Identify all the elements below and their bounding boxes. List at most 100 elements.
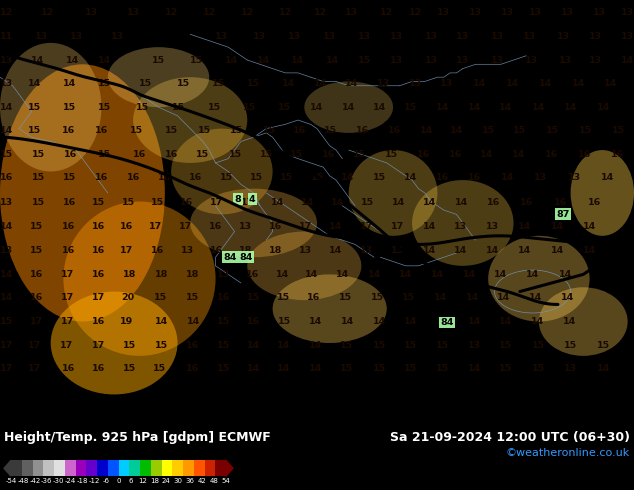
Text: 13: 13	[390, 32, 403, 41]
Text: 16: 16	[269, 222, 282, 231]
Text: 14: 14	[498, 294, 510, 302]
Ellipse shape	[539, 287, 628, 356]
Text: 16: 16	[356, 126, 369, 135]
Text: 14: 14	[98, 55, 111, 65]
Text: 15: 15	[136, 103, 149, 112]
Text: 16: 16	[545, 150, 558, 159]
Text: ©weatheronline.co.uk: ©weatheronline.co.uk	[506, 447, 630, 458]
Ellipse shape	[571, 150, 634, 236]
Text: 15: 15	[353, 150, 366, 159]
Text: 17: 17	[149, 222, 162, 231]
Text: 48: 48	[210, 478, 219, 484]
Text: 14: 14	[533, 103, 545, 112]
Text: 15: 15	[165, 126, 178, 135]
Text: 14: 14	[559, 270, 572, 279]
Text: 17: 17	[120, 246, 133, 255]
Text: 11: 11	[0, 32, 13, 41]
Ellipse shape	[63, 201, 216, 356]
Text: 14: 14	[561, 294, 574, 302]
Text: 12: 12	[314, 8, 327, 17]
Text: 15: 15	[212, 79, 225, 88]
Text: 13: 13	[469, 8, 482, 17]
Ellipse shape	[0, 43, 101, 172]
Text: 15: 15	[63, 103, 76, 112]
Text: 16: 16	[92, 364, 105, 373]
Text: 12: 12	[241, 8, 254, 17]
Text: 13: 13	[216, 32, 228, 41]
Text: 14: 14	[519, 246, 531, 255]
Text: 13: 13	[561, 8, 574, 17]
Text: 30: 30	[174, 478, 183, 484]
Bar	[97, 461, 108, 476]
Text: 14: 14	[500, 317, 512, 326]
Text: 16: 16	[92, 222, 105, 231]
Text: 14: 14	[434, 294, 447, 302]
Text: 14: 14	[420, 126, 432, 135]
Text: 15: 15	[63, 173, 76, 182]
Text: 17: 17	[92, 341, 105, 350]
Text: 16: 16	[449, 150, 462, 159]
Text: 15: 15	[500, 341, 512, 350]
Text: 15: 15	[124, 341, 136, 350]
Text: 14: 14	[500, 103, 512, 112]
Text: 13: 13	[391, 246, 404, 255]
Text: 16: 16	[417, 150, 430, 159]
Text: 13: 13	[529, 8, 542, 17]
Text: 13: 13	[491, 32, 504, 41]
Text: 14: 14	[301, 198, 314, 207]
Text: 15: 15	[172, 103, 185, 112]
Bar	[65, 461, 75, 476]
Text: 14: 14	[481, 150, 493, 159]
Text: 16: 16	[120, 222, 133, 231]
Text: 15: 15	[514, 126, 526, 135]
Text: -48: -48	[17, 478, 29, 484]
Text: 12: 12	[165, 8, 178, 17]
Text: 18: 18	[123, 270, 137, 279]
Text: 14: 14	[309, 364, 321, 373]
Text: 14: 14	[468, 103, 481, 112]
Text: 14: 14	[306, 270, 318, 279]
Text: 13: 13	[0, 79, 13, 88]
Text: 17: 17	[61, 317, 74, 326]
Text: 13: 13	[590, 32, 602, 41]
Text: 14: 14	[63, 79, 76, 88]
Text: 16: 16	[62, 246, 75, 255]
Text: 15: 15	[250, 173, 263, 182]
Text: 14: 14	[597, 103, 610, 112]
Text: 13: 13	[254, 32, 266, 41]
Text: 16: 16	[62, 364, 75, 373]
Text: 14: 14	[519, 222, 531, 231]
Text: 15: 15	[564, 341, 577, 350]
Text: 17: 17	[29, 341, 41, 350]
Text: 15: 15	[122, 198, 134, 207]
Text: Height/Temp. 925 hPa [gdpm] ECMWF: Height/Temp. 925 hPa [gdpm] ECMWF	[4, 431, 271, 444]
Text: 13: 13	[564, 364, 577, 373]
Text: 16: 16	[588, 198, 601, 207]
Text: -42: -42	[29, 478, 41, 484]
Text: 17: 17	[29, 364, 41, 373]
Text: 13: 13	[346, 8, 358, 17]
Text: 12: 12	[41, 8, 54, 17]
Text: 15: 15	[358, 55, 371, 65]
Text: 16: 16	[30, 294, 43, 302]
Bar	[172, 461, 183, 476]
Text: 20: 20	[122, 294, 134, 302]
Text: 15: 15	[547, 126, 559, 135]
Text: 14: 14	[247, 341, 260, 350]
Ellipse shape	[190, 189, 317, 257]
Text: 14: 14	[552, 246, 564, 255]
Text: 14: 14	[404, 317, 417, 326]
Text: 15: 15	[217, 341, 230, 350]
Text: 15: 15	[217, 364, 230, 373]
Text: 15: 15	[123, 364, 136, 373]
Text: 13: 13	[491, 55, 504, 65]
Ellipse shape	[247, 232, 361, 300]
Text: 16: 16	[247, 317, 260, 326]
Text: 16: 16	[151, 246, 164, 255]
Text: 15: 15	[340, 341, 353, 350]
Text: 16: 16	[181, 198, 193, 207]
Text: 15: 15	[178, 79, 190, 88]
Text: -18: -18	[77, 478, 88, 484]
Text: 17: 17	[391, 222, 404, 231]
Text: 14: 14	[341, 173, 354, 182]
